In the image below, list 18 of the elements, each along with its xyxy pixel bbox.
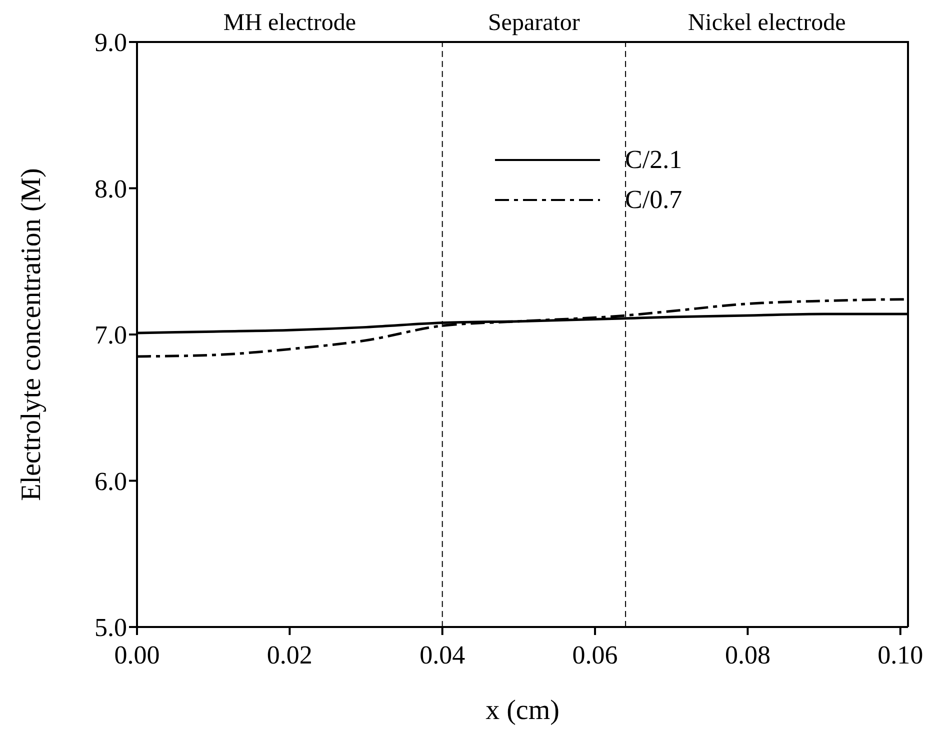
y-axis-title: Electrolyte concentration (M)	[16, 168, 47, 501]
x-tick-label: 0.04	[420, 640, 466, 670]
y-tick-label: 8.0	[94, 174, 127, 204]
x-tick-label: 0.06	[572, 640, 618, 670]
x-tick-label: 0.02	[266, 640, 312, 670]
text: Nickel electrode	[688, 10, 846, 36]
y-tick-label: 7.0	[94, 320, 127, 350]
y-tick-label: 9.0	[94, 28, 127, 58]
y-tick-label: 6.0	[94, 466, 127, 496]
x-tick-label: 0.10	[878, 640, 924, 670]
x-axis-title: x (cm)	[486, 695, 560, 726]
x-tick-label: 0.00	[114, 640, 160, 670]
legend-label: C/2.1	[625, 145, 682, 175]
legend-label: C/0.7	[625, 185, 682, 215]
x-tick-label: 0.08	[724, 640, 770, 670]
text: MH electrode	[223, 10, 356, 36]
text: Separator	[488, 10, 580, 36]
y-tick-label: 5.0	[94, 613, 127, 642]
